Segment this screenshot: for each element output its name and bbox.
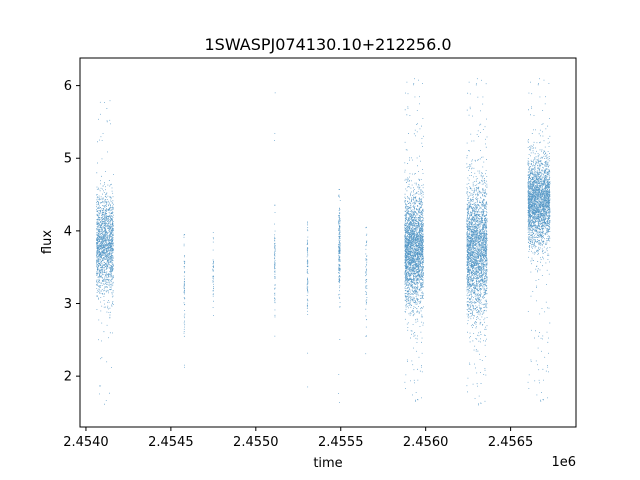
x-axis: 2.4540 2.4545 2.4550 2.4555 2.4560 2.4565 — [63, 427, 533, 450]
data-point-markers — [306, 221, 309, 388]
data-points — [96, 78, 551, 406]
data-point-markers — [466, 78, 488, 406]
point-cluster — [466, 78, 488, 406]
data-point-markers — [365, 226, 368, 355]
data-point-markers — [96, 100, 114, 405]
y-tick-label: 6 — [64, 79, 72, 94]
point-cluster — [306, 221, 309, 388]
y-tick-label: 4 — [64, 224, 72, 239]
point-cluster — [527, 78, 551, 402]
y-axis: 2 3 4 5 6 — [64, 79, 80, 385]
point-cluster — [338, 188, 341, 403]
data-point-markers — [338, 188, 341, 403]
x-tick-label: 2.4555 — [318, 435, 364, 450]
x-tick-label: 2.4560 — [403, 435, 449, 450]
data-point-markers — [404, 78, 424, 402]
point-cluster — [212, 231, 215, 317]
x-tick-label: 2.4540 — [63, 435, 109, 450]
point-cluster — [183, 234, 186, 368]
x-tick-label: 2.4545 — [148, 435, 194, 450]
x-tick-label: 2.4565 — [488, 435, 534, 450]
point-cluster — [365, 226, 368, 355]
point-cluster — [404, 78, 424, 402]
point-cluster — [274, 92, 276, 337]
y-axis-label: flux — [40, 230, 55, 254]
data-point-markers — [183, 234, 186, 368]
chart-title: 1SWASPJ074130.10+212256.0 — [204, 35, 451, 54]
plot-area-frame — [79, 57, 577, 428]
x-tick-label: 2.4550 — [233, 435, 279, 450]
x-axis-label: time — [313, 456, 342, 471]
data-point-markers — [527, 78, 551, 402]
point-cluster — [96, 100, 114, 405]
x-axis-offset-label: 1e6 — [551, 455, 576, 470]
data-point-markers — [212, 231, 215, 317]
y-tick-label: 2 — [64, 370, 72, 385]
data-point-markers — [274, 92, 276, 337]
y-tick-label: 5 — [64, 152, 72, 167]
y-tick-label: 3 — [64, 297, 72, 312]
